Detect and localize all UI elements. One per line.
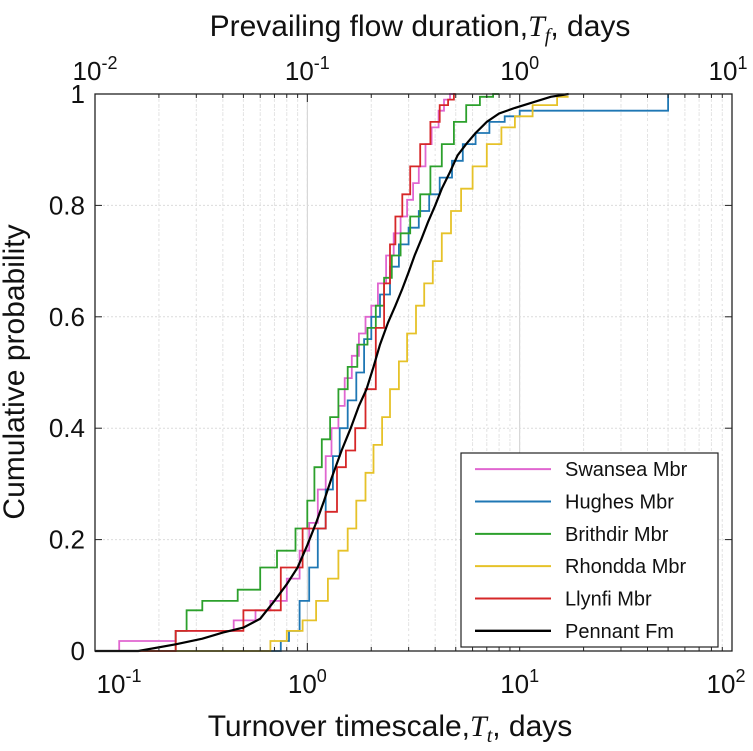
y-tick-label: 1 — [71, 79, 85, 109]
y-tick-label: 0.6 — [49, 302, 85, 332]
legend-label: Rhondda Mbr — [565, 556, 687, 578]
top-tick-label: 100 — [500, 53, 539, 86]
y-tick-label: 0.4 — [49, 413, 85, 443]
tick-labels: 10-1 100 101 102 10-2 10-1 100 101 0 0.2 0.4 0.6 0.8… — [49, 53, 748, 699]
legend-label: Hughes Mbr — [565, 492, 674, 514]
x-tick-label: 102 — [707, 666, 746, 699]
x-tick-label: 10-1 — [97, 666, 142, 699]
top-axis-title: Prevailing flow duration,Tf, days — [210, 10, 631, 47]
series-line-llynfi-mbr — [95, 93, 456, 652]
legend-label: Llynfi Mbr — [565, 589, 652, 611]
series-line-brithdir-mbr — [95, 93, 500, 652]
series-line-pennant-fm — [95, 92, 569, 653]
y-tick-label: 0 — [71, 636, 85, 666]
x-tick-label: 101 — [500, 666, 539, 699]
y-axis-title: Cumulative probability — [0, 224, 31, 519]
plot-frame — [94, 93, 733, 652]
legend-label: Brithdir Mbr — [565, 524, 669, 546]
top-tick-label: 101 — [709, 53, 748, 86]
legend-box — [460, 452, 719, 648]
top-tick-label: 10-1 — [285, 53, 330, 86]
y-tick-label: 0.2 — [49, 525, 85, 555]
x-axis-title: Turnover timescale,Tt, days — [208, 710, 573, 747]
series-line-rhondda-mbr — [95, 95, 569, 652]
y-tick-label: 0.8 — [49, 190, 85, 220]
x-tick-label: 100 — [288, 666, 327, 699]
tick-marks — [94, 93, 732, 652]
legend-label: Pennant Fm — [565, 621, 674, 643]
legend: Swansea Mbr Hughes Mbr Brithdir Mbr Rhondda… — [460, 452, 719, 648]
series-layer — [95, 92, 669, 653]
legend-label: Swansea Mbr — [565, 459, 688, 481]
top-tick-label: 10-2 — [73, 53, 118, 86]
